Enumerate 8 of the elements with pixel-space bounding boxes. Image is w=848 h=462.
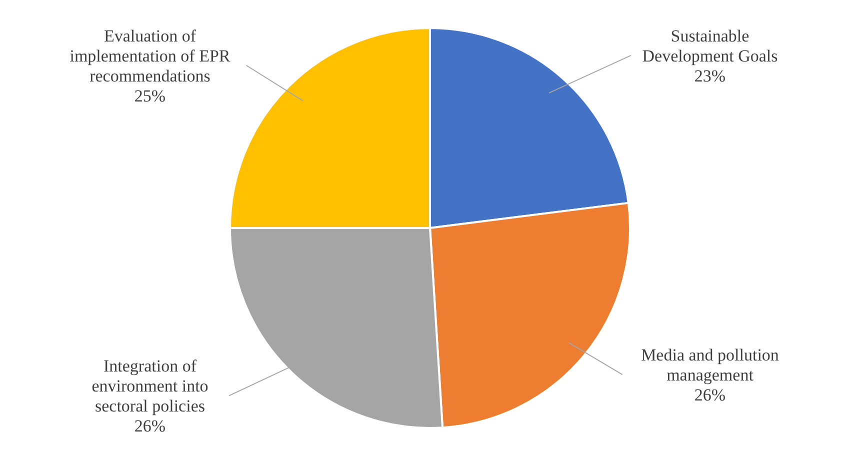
data-label: 23% (694, 66, 726, 86)
slice-label: Media and pollution management (641, 346, 780, 385)
slice-label: Evaluation of implementation of EPR recommendations (70, 26, 231, 86)
slice-label: Sustainable Development Goals (642, 26, 778, 66)
data-label: 26% (694, 386, 726, 405)
legend-label: Integration of environment into sectoral policies (92, 356, 208, 416)
data-label: 26% (134, 416, 166, 436)
data-label: 25% (134, 86, 166, 106)
